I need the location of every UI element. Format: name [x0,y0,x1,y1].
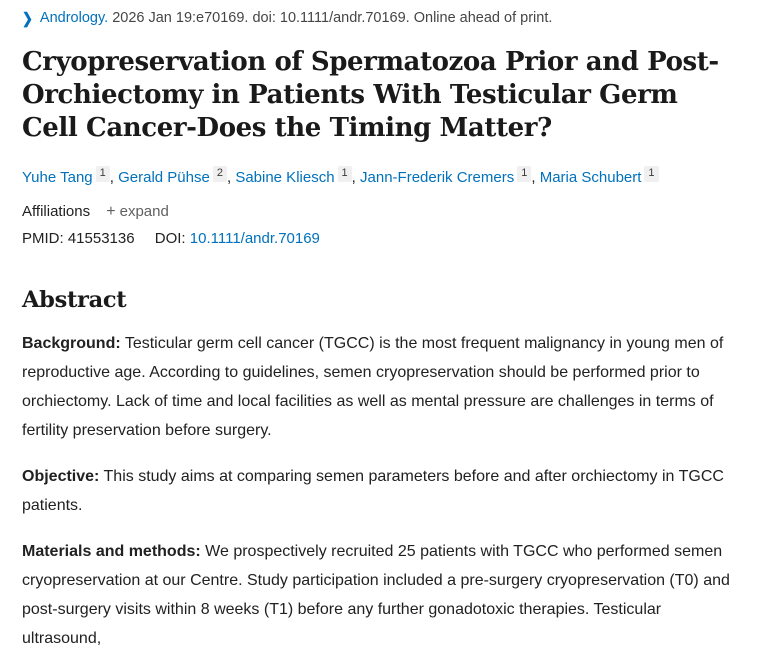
author-link[interactable]: Sabine Kliesch [235,169,335,187]
abstract-body: Background: Testicular germ cell cancer … [22,330,738,654]
abstract-section-materials: Materials and methods: We prospectively … [22,538,738,654]
journal-link[interactable]: Andrology. [39,10,109,26]
doi-label: DOI: [154,230,186,248]
section-text: Testicular germ cell cancer (TGCC) is th… [22,335,724,440]
chevron-right-icon[interactable]: ❯ [22,9,33,27]
author-entry: Gerald Pühse 2, [118,166,236,187]
author-link[interactable]: Maria Schubert [539,169,642,187]
author-separator: , [226,169,236,187]
affiliation-sup-badge[interactable]: 1 [644,166,659,182]
pmid-group: PMID: 41553136 [22,230,139,247]
article-title: Cryopreservation of Spermatozoa Prior an… [22,47,719,143]
expand-label: expand [119,203,169,221]
section-label: Background: [22,335,121,353]
author-entry: Sabine Kliesch 1, [235,166,361,187]
author-link[interactable]: Yuhe Tang [22,169,93,187]
affiliations-row: Affiliations + expand [22,203,738,221]
author-separator: , [531,169,540,187]
author-entry: Jann-Frederik Cremers 1, [360,166,540,187]
author-link[interactable]: Gerald Pühse [118,169,210,187]
affiliations-label: Affiliations [22,203,91,221]
affiliation-sup-badge[interactable]: 1 [517,166,532,182]
abstract-section-objective: Objective: This study aims at comparing … [22,463,738,521]
citation-text: Andrology. 2026 Jan 19:e70169. doi: 10.1… [40,10,552,26]
plus-icon: + [106,203,116,221]
affiliations-expand-button[interactable]: + expand [106,203,169,220]
authors-list: Yuhe Tang 1, Gerald Pühse 2, Sabine Kliesc… [22,166,738,190]
abstract-section-background: Background: Testicular germ cell cancer … [22,330,738,446]
citation-line: ❯ Andrology. 2026 Jan 19:e70169. doi: 10… [22,10,738,26]
abstract-heading: Abstract [22,287,127,314]
author-link[interactable]: Jann-Frederik Cremers [360,169,515,187]
author-separator: , [351,169,361,187]
section-text: This study aims at comparing semen param… [22,468,724,515]
affiliation-sup-badge[interactable]: 1 [337,166,352,182]
author-separator: , [109,169,119,187]
pmid-value: 41553136 [67,230,135,248]
author-entry: Yuhe Tang 1, [22,166,119,187]
identifiers-row: PMID: 41553136 DOI: 10.1111/andr.70169 [22,230,738,247]
affiliation-sup-badge[interactable]: 1 [95,166,110,182]
section-label: Materials and methods: [22,542,201,560]
pmid-label: PMID: [22,230,64,248]
affiliation-sup-badge[interactable]: 2 [212,166,227,182]
citation-rest: 2026 Jan 19:e70169. doi: 10.1111/andr.70… [112,10,553,26]
section-label: Objective: [22,468,100,486]
doi-link[interactable]: 10.1111/andr.70169 [189,230,320,248]
doi-group: DOI: 10.1111/andr.70169 [155,230,320,247]
author-entry: Maria Schubert 1 [539,166,659,187]
